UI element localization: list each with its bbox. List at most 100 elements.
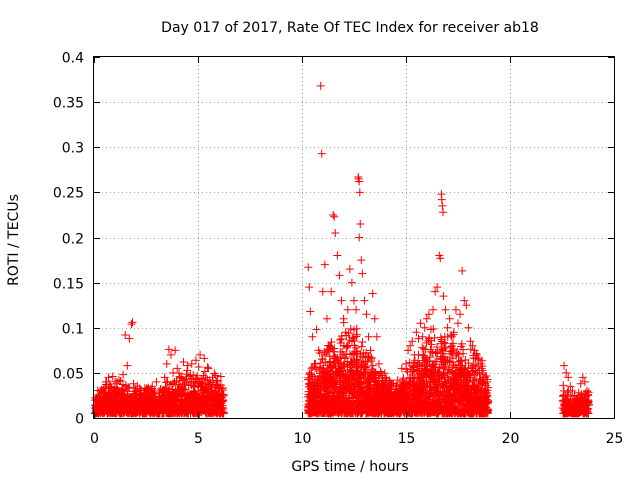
data-point <box>454 319 462 328</box>
data-point <box>451 305 460 314</box>
data-point <box>200 354 209 363</box>
data-point <box>326 342 335 351</box>
data-point <box>187 359 196 368</box>
data-point <box>447 332 456 341</box>
data-point <box>124 383 133 392</box>
y-tick-label: 0.1 <box>62 322 84 338</box>
data-point <box>173 364 182 373</box>
data-point <box>355 188 364 197</box>
data-point <box>578 373 587 382</box>
data-point <box>203 363 212 372</box>
data-point <box>125 334 134 343</box>
data-point <box>420 323 429 332</box>
x-axis-label: GPS time / hours <box>291 459 408 475</box>
data-point <box>320 260 329 269</box>
y-tick-label: 0 <box>75 412 84 428</box>
data-point <box>406 341 415 350</box>
data-point <box>360 296 369 305</box>
data-point <box>196 350 205 359</box>
data-point <box>123 361 132 370</box>
data-point <box>337 296 346 305</box>
data-point <box>347 278 356 287</box>
x-tick-label: 5 <box>194 431 203 447</box>
data-point <box>362 310 371 319</box>
data-point <box>331 228 340 237</box>
x-tick-label: 15 <box>398 431 416 447</box>
data-point <box>370 314 379 323</box>
data-point <box>165 384 174 393</box>
data-point <box>199 371 208 380</box>
data-point <box>218 383 227 392</box>
y-tick-label: 0.15 <box>53 277 84 293</box>
data-point <box>368 289 377 298</box>
data-point <box>562 368 571 377</box>
data-point <box>357 256 366 265</box>
x-tick-label: 20 <box>502 431 520 447</box>
y-tick-label: 0.3 <box>62 141 84 157</box>
data-point <box>374 359 383 368</box>
data-point <box>333 251 342 260</box>
data-point <box>345 265 354 274</box>
data-point <box>564 373 573 382</box>
data-point <box>352 305 361 314</box>
data-point <box>339 314 348 323</box>
data-point <box>443 323 452 332</box>
data-point <box>438 201 447 210</box>
data-point <box>368 361 377 370</box>
data-point <box>404 346 413 355</box>
data-point <box>327 287 336 296</box>
data-point <box>445 314 454 323</box>
data-point <box>127 320 136 329</box>
y-tick-label: 0.2 <box>62 232 84 248</box>
data-point <box>364 332 373 341</box>
data-point <box>128 318 137 327</box>
data-point <box>179 358 188 367</box>
data-point <box>358 338 367 347</box>
data-point <box>316 81 325 90</box>
data-point <box>464 323 473 332</box>
data-point <box>422 314 431 323</box>
data-point <box>329 210 338 219</box>
y-axis-label: ROTI / TECUs <box>6 194 22 286</box>
data-point <box>456 310 465 319</box>
y-tick-label: 0.25 <box>53 186 84 202</box>
data-point <box>424 310 433 319</box>
data-point <box>162 378 171 387</box>
data-point <box>356 219 365 228</box>
data-point <box>460 296 469 305</box>
data-point <box>170 377 179 386</box>
data-point <box>312 325 321 334</box>
data-point <box>580 377 589 386</box>
data-point <box>219 409 228 418</box>
data-point <box>308 332 317 341</box>
data-point <box>358 269 367 278</box>
data-point <box>197 375 206 384</box>
data-point <box>418 343 427 352</box>
data-point <box>210 369 219 378</box>
data-point <box>437 195 446 204</box>
data-point <box>306 307 315 316</box>
data-point <box>393 376 402 385</box>
data-point <box>410 350 419 359</box>
chart-title: Day 017 of 2017, Rate Of TEC Index for r… <box>161 20 539 36</box>
data-point <box>372 332 381 341</box>
data-point <box>217 407 226 416</box>
data-point <box>412 328 421 337</box>
data-point <box>121 330 130 339</box>
data-point <box>305 368 314 377</box>
data-point <box>304 263 313 272</box>
data-point <box>114 376 123 385</box>
data-point <box>458 266 467 275</box>
data-point <box>194 363 203 372</box>
data-point <box>576 379 585 388</box>
data-point <box>123 387 132 396</box>
data-point <box>470 346 479 355</box>
data-point <box>171 346 180 355</box>
data-point <box>162 359 171 368</box>
data-point <box>431 287 440 296</box>
data-point <box>330 212 339 221</box>
x-tick-label: 10 <box>294 431 312 447</box>
data-point <box>418 332 427 341</box>
data-point <box>335 271 344 280</box>
